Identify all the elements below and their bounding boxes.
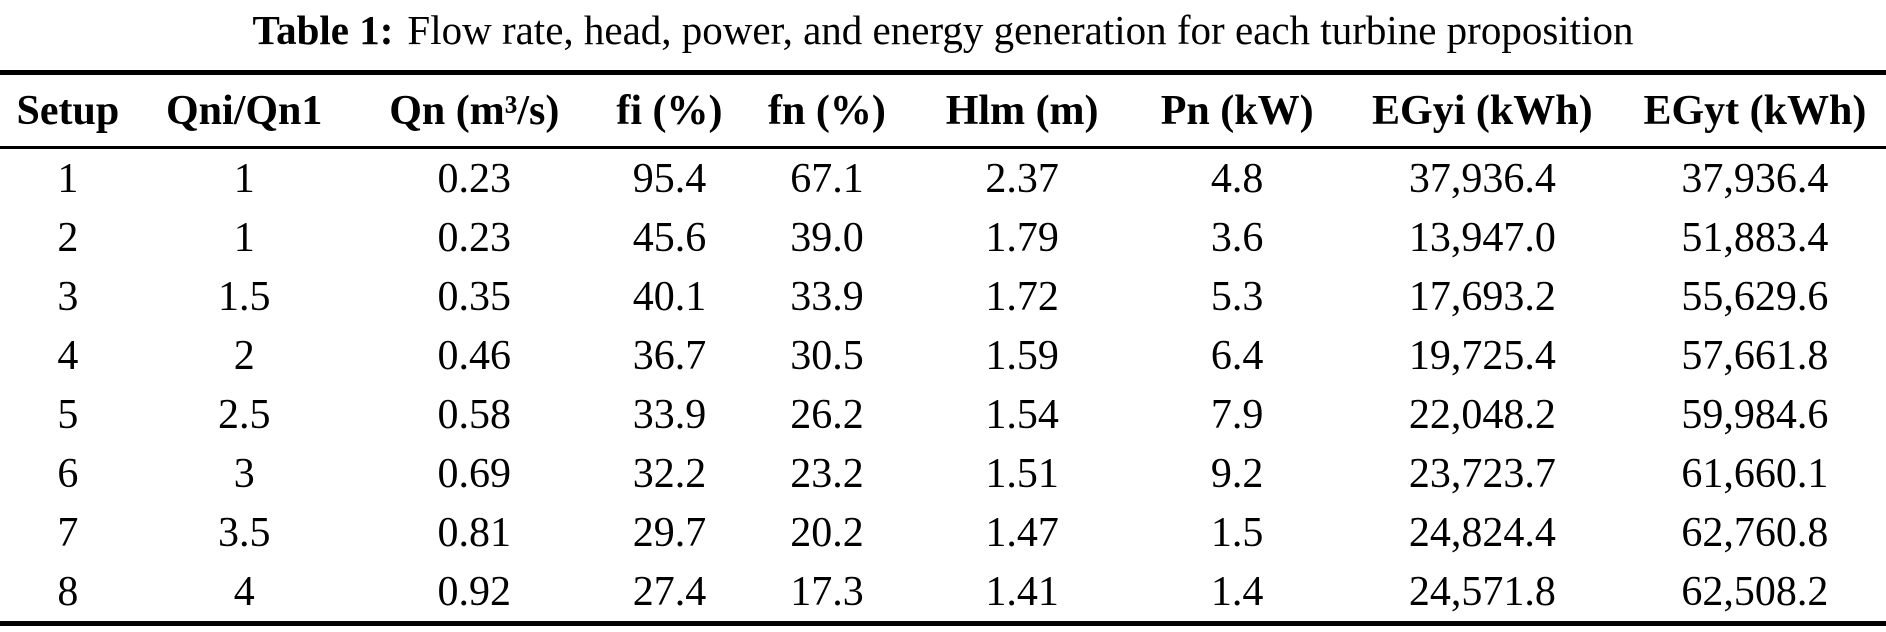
table-cell: 2.37 xyxy=(985,155,1059,202)
table-cell: 95.4 xyxy=(632,155,707,202)
table-row: 1 1 0.23 95.4 67.1 2.37 4.8 37,936.4 37,936.4 xyxy=(0,148,1886,209)
table-cell: 26.2 xyxy=(790,391,864,438)
table-cell: 30.5 xyxy=(790,332,864,379)
table-cell: 61,660.1 xyxy=(1681,450,1829,497)
table-cell: 1 xyxy=(233,214,255,261)
table-cell: 51,883.4 xyxy=(1681,214,1829,261)
table-row: 6 3 0.69 32.2 23.2 1.51 9.2 23,723.7 61,660.1 xyxy=(0,444,1886,503)
table-cell: 1.5 xyxy=(1210,509,1264,556)
table-cell: 29.7 xyxy=(632,509,707,556)
table-cell: 3 xyxy=(57,273,79,320)
table-cell: 33.9 xyxy=(632,391,707,438)
table-row: 7 3.5 0.81 29.7 20.2 1.47 1.5 24,824.4 62,760.8 xyxy=(0,503,1886,562)
column-header-5: Hlm (m) xyxy=(910,72,1134,149)
table-cell: 1 xyxy=(57,155,79,202)
table-cell: 6 xyxy=(57,450,79,497)
data-table: Setup Qni/Qn1 Qn (m³/s) fi (%) fn (%) Hlm (m)… xyxy=(0,70,1886,626)
table-row: 5 2.5 0.58 33.9 26.2 1.54 7.9 22,048.2 59,984.6 xyxy=(0,385,1886,444)
table-caption-label: Table 1: xyxy=(252,7,394,53)
table-cell: 1.51 xyxy=(985,450,1059,497)
header-row: Setup Qni/Qn1 Qn (m³/s) fi (%) fn (%) Hlm (m)… xyxy=(0,72,1886,149)
table-cell: 3.5 xyxy=(217,509,271,556)
table-cell: 1.54 xyxy=(985,391,1059,438)
table-cell: 23,723.7 xyxy=(1408,450,1556,497)
table-cell: 13,947.0 xyxy=(1408,214,1556,261)
table-cell: 2 xyxy=(233,332,255,379)
table-cell: 0.58 xyxy=(437,391,512,438)
column-header-6: Pn (kW) xyxy=(1133,72,1341,149)
table-cell: 9.2 xyxy=(1210,450,1264,497)
column-header-3: fi (%) xyxy=(595,72,744,149)
table-cell: 4 xyxy=(233,568,255,615)
table-cell: 17,693.2 xyxy=(1408,273,1556,320)
table-cell: 33.9 xyxy=(790,273,864,320)
table-cell: 5 xyxy=(57,391,79,438)
column-header-1: Qni/Qn1 xyxy=(135,72,353,149)
table-cell: 19,725.4 xyxy=(1408,332,1556,379)
table-cell: 0.69 xyxy=(437,450,512,497)
column-header-4: fn (%) xyxy=(743,72,911,149)
table-row: 2 1 0.23 45.6 39.0 1.79 3.6 13,947.0 51,883.4 xyxy=(0,208,1886,267)
table-cell: 1 xyxy=(233,155,255,202)
table-cell: 1.59 xyxy=(985,332,1059,379)
table-cell: 1.4 xyxy=(1210,568,1264,615)
table-cell: 24,571.8 xyxy=(1408,568,1556,615)
table-cell: 40.1 xyxy=(632,273,707,320)
table-cell: 32.2 xyxy=(632,450,707,497)
table-cell: 37,936.4 xyxy=(1408,155,1556,202)
table-cell: 8 xyxy=(57,568,79,615)
table-cell: 0.23 xyxy=(437,214,512,261)
table-cell: 57,661.8 xyxy=(1681,332,1829,379)
table-body: 1 1 0.23 95.4 67.1 2.37 4.8 37,936.4 37,936.4 2 1 0… xyxy=(0,148,1886,624)
table-cell: 1.5 xyxy=(217,273,271,320)
table-cell: 39.0 xyxy=(790,214,864,261)
column-header-0: Setup xyxy=(0,72,136,149)
table-cell: 62,508.2 xyxy=(1681,568,1829,615)
column-header-2: Qn (m³/s) xyxy=(352,72,596,149)
table-cell: 20.2 xyxy=(790,509,864,556)
table-caption: Table 1: Flow rate, head, power, and ener… xyxy=(0,0,1886,70)
table-cell: 36.7 xyxy=(632,332,707,379)
table-row: 8 4 0.92 27.4 17.3 1.41 1.4 24,571.8 62,508.2 xyxy=(0,562,1886,624)
table-cell: 7.9 xyxy=(1210,391,1264,438)
column-header-7: EGyi (kWh) xyxy=(1340,72,1624,149)
table-cell: 6.4 xyxy=(1210,332,1264,379)
table-cell: 0.92 xyxy=(437,568,512,615)
table-cell: 2.5 xyxy=(217,391,271,438)
table-cell: 0.81 xyxy=(437,509,512,556)
table-cell: 3.6 xyxy=(1210,214,1264,261)
table-cell: 1.79 xyxy=(985,214,1059,261)
table-cell: 27.4 xyxy=(632,568,707,615)
table-cell: 67.1 xyxy=(790,155,864,202)
table-cell: 23.2 xyxy=(790,450,864,497)
table-cell: 37,936.4 xyxy=(1681,155,1829,202)
table-cell: 45.6 xyxy=(632,214,707,261)
table-cell: 17.3 xyxy=(790,568,864,615)
table-cell: 5.3 xyxy=(1210,273,1264,320)
table-cell: 1.47 xyxy=(985,509,1059,556)
table-cell: 4.8 xyxy=(1210,155,1264,202)
table-row: 3 1.5 0.35 40.1 33.9 1.72 5.3 17,693.2 55,629.6 xyxy=(0,267,1886,326)
table-cell: 1.72 xyxy=(985,273,1059,320)
table-cell: 22,048.2 xyxy=(1408,391,1556,438)
column-header-8: EGyt (kWh) xyxy=(1623,72,1886,149)
table-cell: 1.41 xyxy=(985,568,1059,615)
table-cell: 24,824.4 xyxy=(1408,509,1556,556)
table-cell: 2 xyxy=(57,214,79,261)
table-cell: 4 xyxy=(57,332,79,379)
table-cell: 0.46 xyxy=(437,332,512,379)
table-cell: 0.23 xyxy=(437,155,512,202)
table-cell: 3 xyxy=(233,450,255,497)
table-cell: 0.35 xyxy=(437,273,512,320)
table-cell: 7 xyxy=(57,509,79,556)
table-cell: 55,629.6 xyxy=(1681,273,1829,320)
table-row: 4 2 0.46 36.7 30.5 1.59 6.4 19,725.4 57,661.8 xyxy=(0,326,1886,385)
table-caption-text: Flow rate, head, power, and energy gener… xyxy=(407,7,1634,53)
table-cell: 59,984.6 xyxy=(1681,391,1829,438)
table-cell: 62,760.8 xyxy=(1681,509,1829,556)
